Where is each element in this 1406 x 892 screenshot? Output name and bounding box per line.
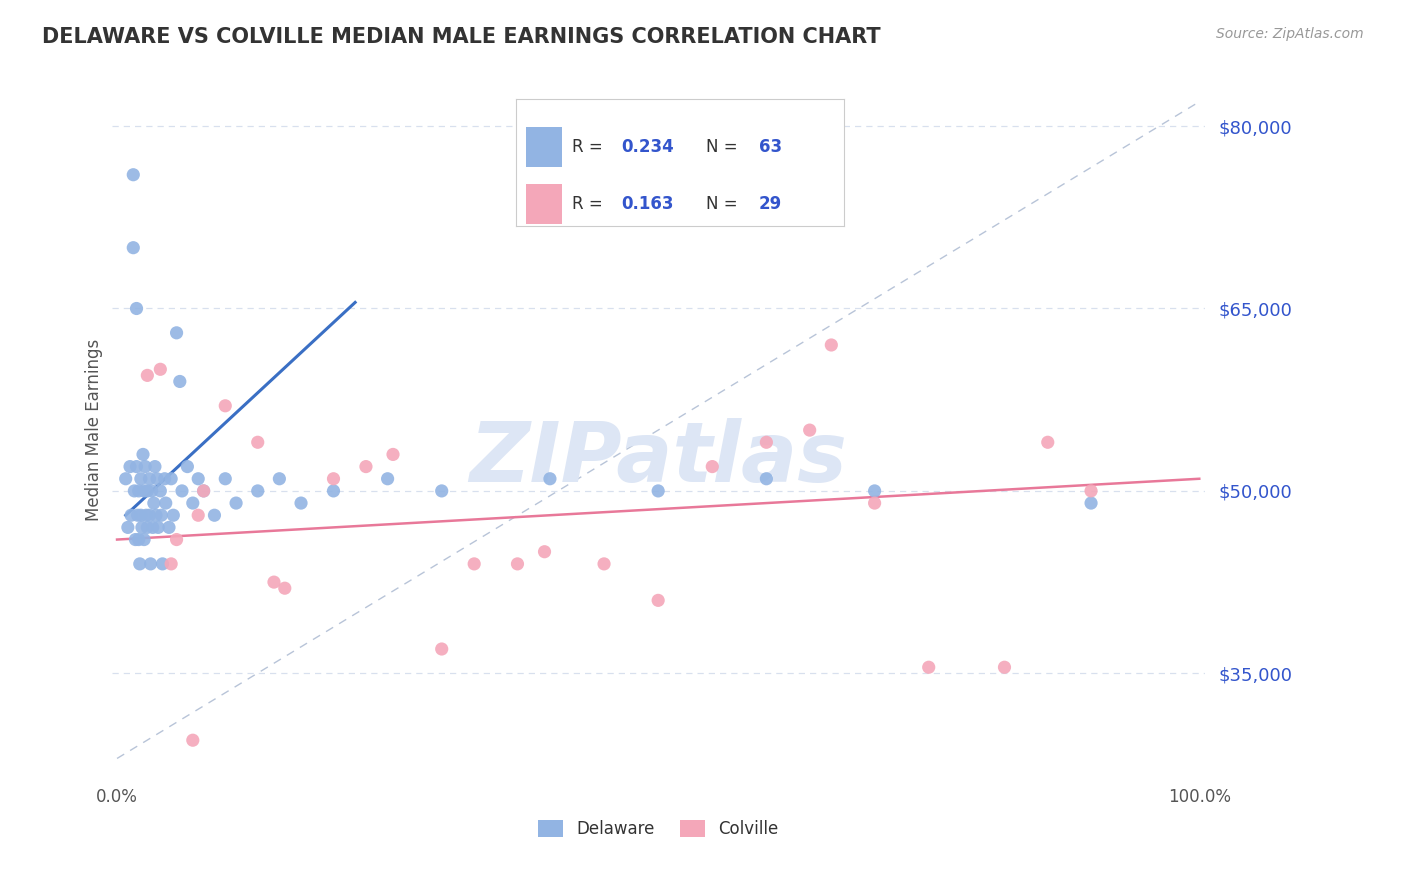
Point bbox=[820, 338, 842, 352]
Point bbox=[187, 508, 209, 523]
Point bbox=[204, 508, 226, 523]
Point bbox=[132, 483, 155, 498]
Y-axis label: Median Male Earnings: Median Male Earnings bbox=[86, 339, 103, 521]
Point bbox=[193, 483, 215, 498]
Point bbox=[1080, 496, 1102, 510]
Point bbox=[647, 593, 669, 607]
Point bbox=[128, 483, 150, 498]
Point bbox=[139, 557, 162, 571]
Point bbox=[533, 545, 555, 559]
Point bbox=[166, 533, 188, 547]
Point bbox=[181, 496, 204, 510]
Point bbox=[246, 483, 269, 498]
Point bbox=[142, 496, 165, 510]
Point bbox=[382, 447, 405, 461]
Point bbox=[214, 399, 236, 413]
Point bbox=[155, 496, 177, 510]
Point bbox=[193, 483, 215, 498]
Point bbox=[146, 472, 169, 486]
Point bbox=[149, 362, 172, 376]
Point bbox=[132, 447, 155, 461]
Point bbox=[128, 533, 150, 547]
Point bbox=[863, 496, 886, 510]
Point bbox=[246, 435, 269, 450]
Point bbox=[141, 483, 163, 498]
Point bbox=[269, 472, 291, 486]
Point bbox=[322, 472, 344, 486]
Point bbox=[430, 642, 453, 657]
Point bbox=[169, 375, 191, 389]
Point bbox=[129, 508, 152, 523]
Text: DELAWARE VS COLVILLE MEDIAN MALE EARNINGS CORRELATION CHART: DELAWARE VS COLVILLE MEDIAN MALE EARNING… bbox=[42, 27, 880, 46]
Point bbox=[152, 557, 174, 571]
Point bbox=[150, 508, 173, 523]
Point bbox=[128, 557, 150, 571]
Point bbox=[129, 472, 152, 486]
Point bbox=[538, 472, 561, 486]
Point bbox=[118, 459, 141, 474]
Point bbox=[755, 435, 778, 450]
Point bbox=[274, 581, 297, 595]
Point bbox=[122, 241, 145, 255]
Point bbox=[136, 520, 159, 534]
Point bbox=[157, 520, 180, 534]
Point bbox=[322, 483, 344, 498]
Point bbox=[138, 508, 160, 523]
Point bbox=[1080, 483, 1102, 498]
Point bbox=[181, 733, 204, 747]
Point bbox=[176, 459, 198, 474]
Point bbox=[160, 557, 183, 571]
Point bbox=[125, 301, 148, 316]
Point bbox=[993, 660, 1015, 674]
Point bbox=[122, 168, 145, 182]
Point bbox=[647, 483, 669, 498]
Point bbox=[142, 520, 165, 534]
Point bbox=[162, 508, 184, 523]
Point bbox=[127, 508, 149, 523]
Point bbox=[114, 472, 136, 486]
Point bbox=[463, 557, 485, 571]
Text: Source: ZipAtlas.com: Source: ZipAtlas.com bbox=[1216, 27, 1364, 41]
Point bbox=[125, 459, 148, 474]
Point bbox=[124, 483, 146, 498]
Point bbox=[593, 557, 616, 571]
Point bbox=[354, 459, 377, 474]
Point bbox=[863, 483, 886, 498]
Point bbox=[702, 459, 724, 474]
Point bbox=[187, 472, 209, 486]
Point bbox=[290, 496, 312, 510]
Point bbox=[377, 472, 399, 486]
Point bbox=[170, 483, 193, 498]
Point bbox=[799, 423, 821, 437]
Point bbox=[160, 472, 183, 486]
Point bbox=[143, 459, 166, 474]
Point bbox=[263, 575, 285, 590]
Point bbox=[132, 533, 155, 547]
Point bbox=[153, 472, 176, 486]
Point bbox=[124, 533, 146, 547]
Point bbox=[131, 520, 153, 534]
Point bbox=[136, 483, 159, 498]
Point bbox=[136, 368, 159, 383]
Point bbox=[135, 508, 157, 523]
Point bbox=[166, 326, 188, 340]
Point bbox=[506, 557, 529, 571]
Legend: Delaware, Colville: Delaware, Colville bbox=[531, 814, 785, 845]
Point bbox=[1036, 435, 1059, 450]
Point bbox=[149, 483, 172, 498]
Point bbox=[755, 472, 778, 486]
Point bbox=[120, 508, 142, 523]
Point bbox=[214, 472, 236, 486]
Point bbox=[117, 520, 139, 534]
Point bbox=[134, 459, 156, 474]
Point bbox=[430, 483, 453, 498]
Point bbox=[146, 520, 169, 534]
Point bbox=[145, 508, 167, 523]
Point bbox=[918, 660, 941, 674]
Text: ZIPatlas: ZIPatlas bbox=[470, 417, 846, 499]
Point bbox=[225, 496, 247, 510]
Point bbox=[138, 472, 160, 486]
